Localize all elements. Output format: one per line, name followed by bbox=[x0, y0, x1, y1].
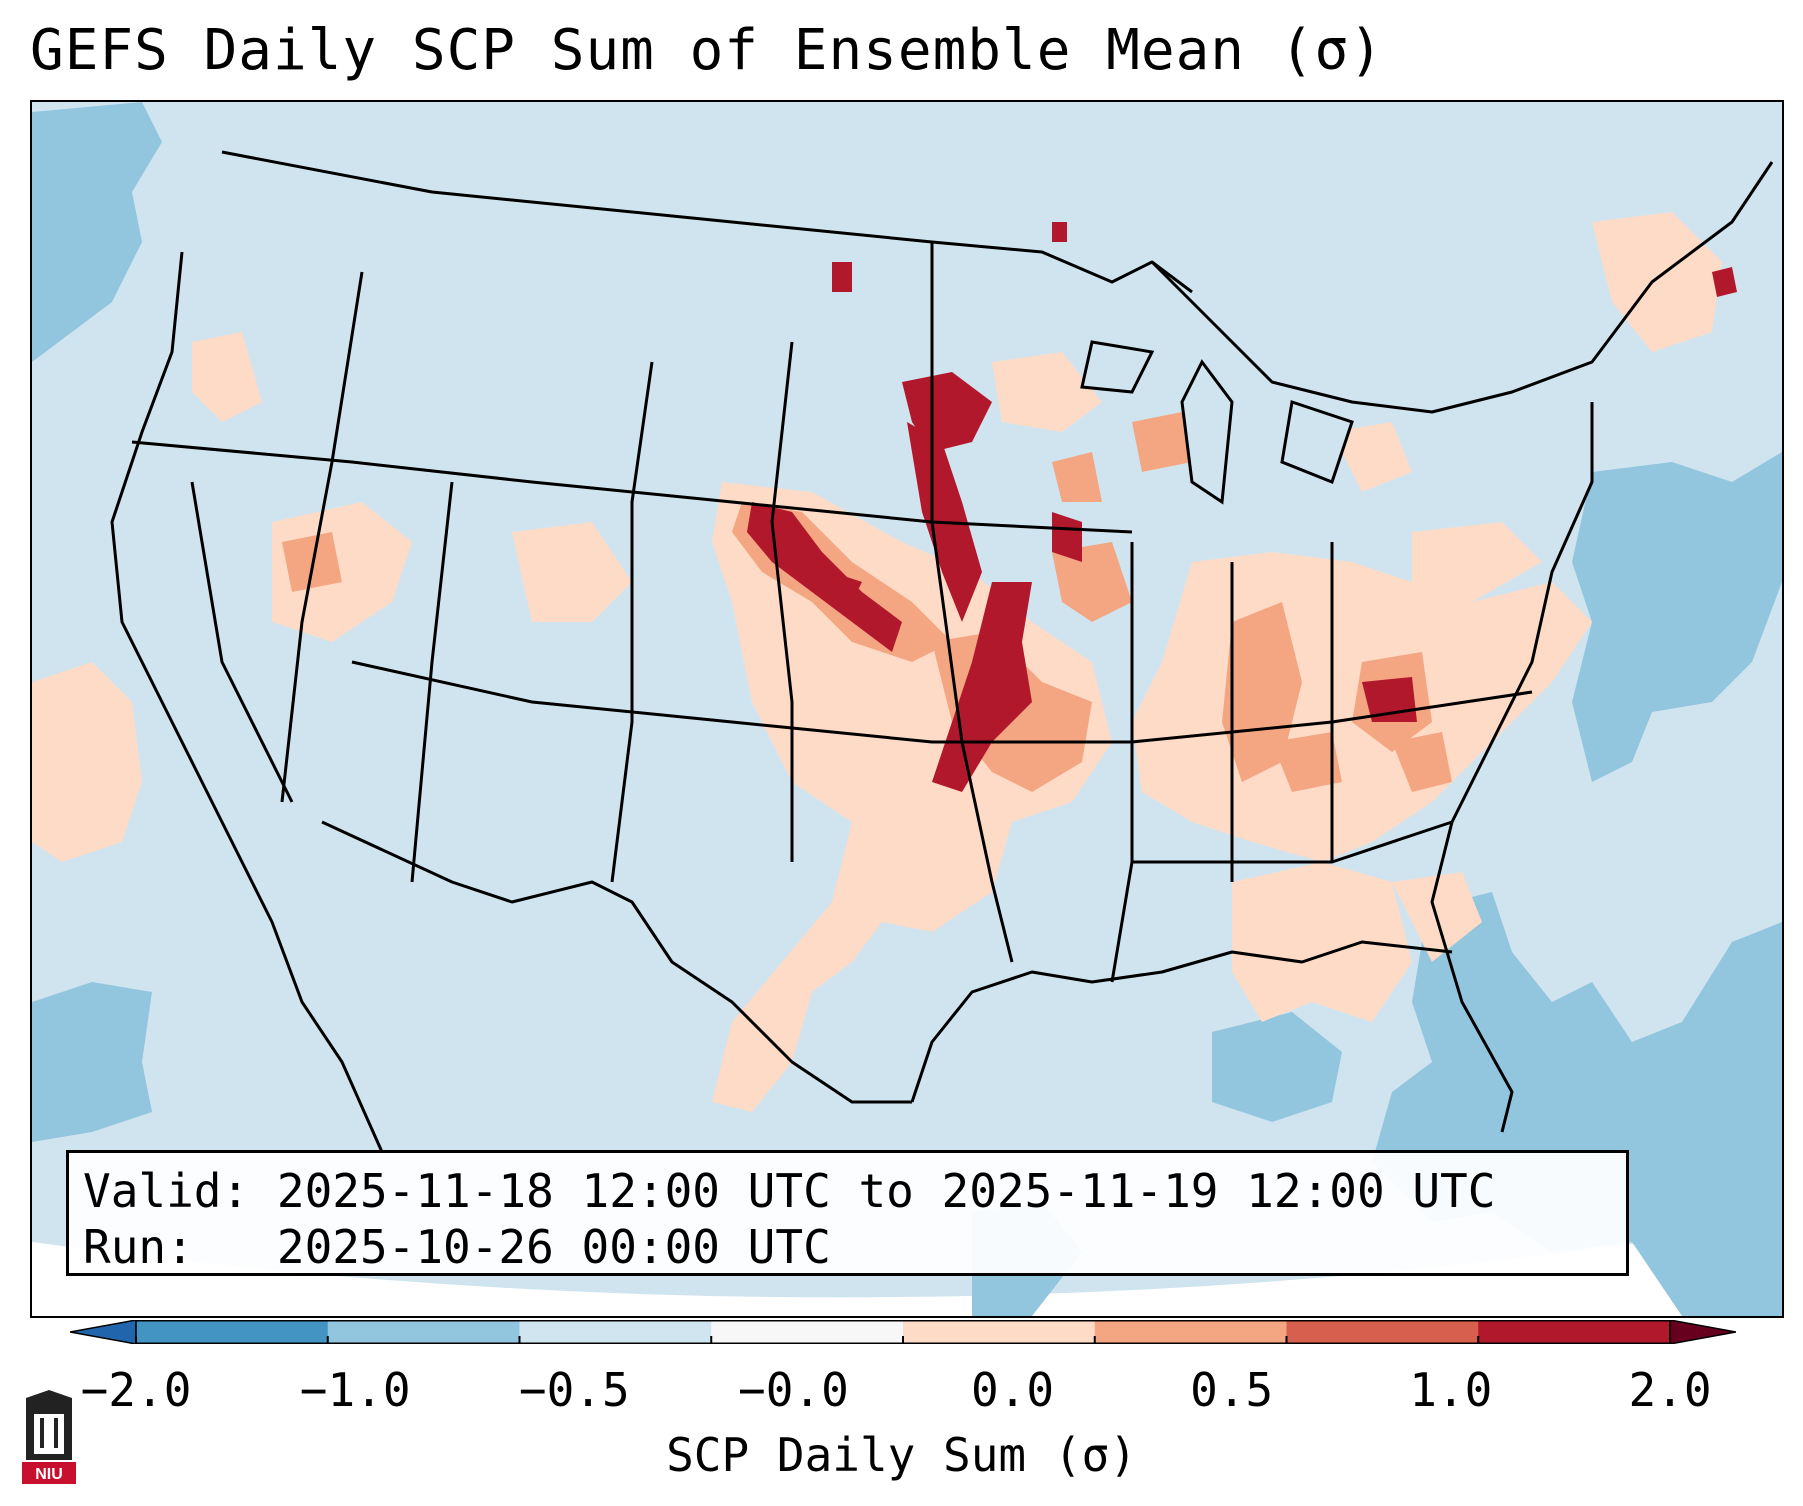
colorbar-segment bbox=[327, 1320, 520, 1344]
scp-map bbox=[32, 102, 1782, 1316]
colorbar-tick-label: 0.0 bbox=[971, 1363, 1055, 1417]
valid-label: Valid: bbox=[83, 1164, 250, 1218]
run-label: Run: bbox=[83, 1220, 194, 1274]
niu-logo-icon: NIU bbox=[22, 1390, 76, 1484]
colorbar-segment bbox=[711, 1320, 904, 1344]
colorbar-segment bbox=[1286, 1320, 1479, 1344]
colorbar-segment bbox=[1478, 1320, 1671, 1344]
colorbar-tick-label: −1.0 bbox=[299, 1363, 411, 1417]
colorbar-tick-label: 1.0 bbox=[1409, 1363, 1493, 1417]
map-panel bbox=[30, 100, 1784, 1318]
colorbar-tick-label: 2.0 bbox=[1628, 1363, 1712, 1417]
colorbar-extend-high bbox=[1669, 1320, 1736, 1344]
boundary-lines bbox=[110, 150, 1774, 1153]
map-title: GEFS Daily SCP Sum of Ensemble Mean (σ) bbox=[30, 18, 1384, 83]
colorbar-segment bbox=[136, 1320, 329, 1344]
colorbar bbox=[70, 1320, 1736, 1344]
colorbar-segment bbox=[903, 1320, 1096, 1344]
colorbar-label: SCP Daily Sum (σ) bbox=[666, 1428, 1137, 1482]
colorbar-segment bbox=[1094, 1320, 1287, 1344]
great-lakes bbox=[1080, 340, 1354, 505]
colorbar-tick-label: 0.5 bbox=[1190, 1363, 1274, 1417]
colorbar-extend-low bbox=[70, 1320, 137, 1344]
valid-run-info-box: Valid: 2025-11-18 12:00 UTC to 2025-11-1… bbox=[66, 1150, 1629, 1276]
colorbar-segment bbox=[519, 1320, 712, 1344]
logo-text: NIU bbox=[35, 1466, 63, 1483]
colorbar-tick-label: −2.0 bbox=[80, 1363, 192, 1417]
colorbar-tick-label: −0.5 bbox=[518, 1363, 630, 1417]
colorbar-tick-label: −0.0 bbox=[738, 1363, 849, 1417]
outside-domain-area bbox=[32, 1222, 1782, 1316]
run-value: 2025-10-26 00:00 UTC bbox=[276, 1220, 831, 1274]
valid-value: 2025-11-18 12:00 UTC to 2025-11-19 12:00… bbox=[276, 1164, 1496, 1218]
